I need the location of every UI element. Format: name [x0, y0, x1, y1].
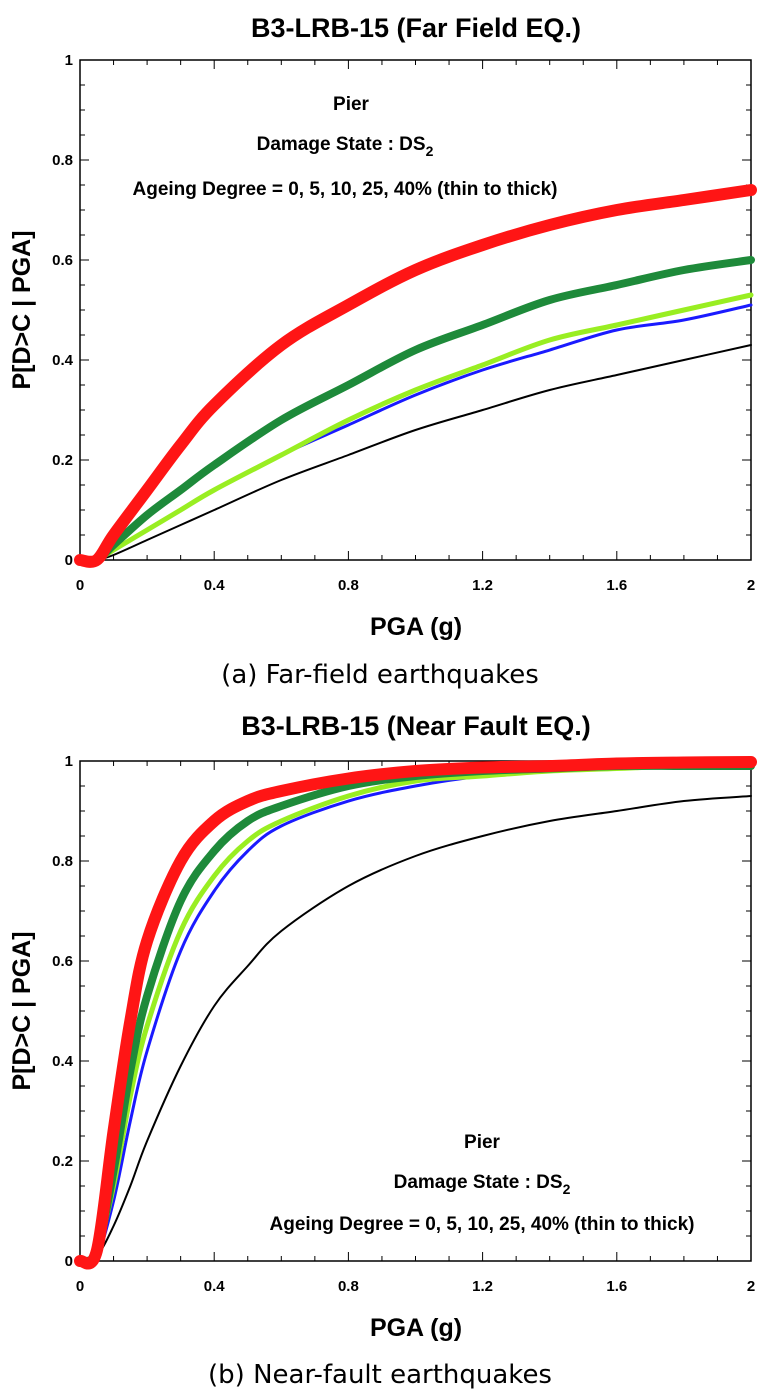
annotation-component-near-fault: Pier — [464, 1132, 501, 1153]
series-line-4 — [74, 756, 757, 1270]
y-axis-label-far-field: P[D>C | PGA] — [8, 230, 36, 389]
annotation-damage-state-sub-far-field: 2 — [426, 143, 434, 159]
y-tick-label: 0.2 — [52, 452, 73, 469]
x-tick-label: 1.6 — [606, 1278, 627, 1295]
x-tick-label: 0.8 — [338, 1278, 359, 1295]
x-tick-label: 0 — [76, 577, 84, 594]
y-tick-label: 1 — [65, 753, 73, 770]
y-axis-label-near-fault: P[D>C | PGA] — [8, 931, 36, 1090]
panel-near-fault: B3-LRB-15 (Near Fault EQ.) 0 0.4 0.8 1.2 1.6… — [8, 711, 757, 1390]
y-tick-label: 0.4 — [52, 1053, 74, 1070]
x-axis-label-far-field: PGA (g) — [370, 613, 462, 641]
series-group-far-field — [74, 184, 757, 568]
y-tick-label: 1 — [65, 52, 73, 69]
y-tick-label: 0.6 — [52, 953, 73, 970]
x-tick-label: 0.4 — [204, 1278, 226, 1295]
annotation-damage-state-sub-near-fault: 2 — [563, 1181, 571, 1197]
annotation-ageing-near-fault: Ageing Degree = 0, 5, 10, 25, 40% (thin … — [270, 1214, 695, 1235]
annotation-damage-state-text-far-field: Damage State : DS — [257, 134, 426, 155]
panel-far-field: B3-LRB-15 (Far Field EQ.) 0 0.4 0.8 1.2 1.6 2… — [8, 13, 757, 690]
y-tick-label: 0 — [65, 1253, 73, 1270]
annotation-damage-state-text-near-fault: Damage State : DS — [394, 1172, 563, 1193]
caption-far-field: (a) Far-field earthquakes — [221, 660, 539, 690]
series-line-3 — [76, 256, 755, 566]
series-line-0 — [79, 344, 752, 562]
x-tick-label: 1.2 — [472, 577, 493, 594]
series-line-2 — [77, 292, 754, 564]
chart-title-near-fault: B3-LRB-15 (Near Fault EQ.) — [241, 711, 591, 741]
annotation-damage-state-far-field: Damage State : DS2 — [257, 134, 434, 159]
x-tick-label: 0 — [76, 1278, 84, 1295]
y-tick-label: 0.8 — [52, 853, 73, 870]
series-group-near-fault — [74, 756, 757, 1270]
y-tick-label: 0.4 — [52, 352, 74, 369]
x-tick-label: 2 — [747, 1278, 755, 1295]
x-tick-label: 0.4 — [204, 577, 226, 594]
tick-labels-near-fault: 0 0.4 0.8 1.2 1.6 2 0 0.2 0.4 0.6 0.8 1 — [52, 753, 755, 1295]
x-tick-label: 2 — [747, 577, 755, 594]
x-tick-label: 1.6 — [606, 577, 627, 594]
x-tick-label: 1.2 — [472, 1278, 493, 1295]
y-tick-label: 0.8 — [52, 152, 73, 169]
tick-labels-far-field: 0 0.4 0.8 1.2 1.6 2 0 0.2 0.4 0.6 0.8 1 — [52, 52, 755, 594]
caption-near-fault: (b) Near-fault earthquakes — [208, 1360, 552, 1390]
x-axis-label-near-fault: PGA (g) — [370, 1314, 462, 1342]
y-tick-label: 0 — [65, 552, 73, 569]
series-line-1 — [78, 303, 753, 563]
series-line-4 — [74, 184, 757, 568]
annotation-damage-state-near-fault: Damage State : DS2 — [394, 1172, 571, 1197]
x-tick-label: 0.8 — [338, 577, 359, 594]
annotation-ageing-far-field: Ageing Degree = 0, 5, 10, 25, 40% (thin … — [133, 179, 558, 200]
y-tick-label: 0.6 — [52, 252, 73, 269]
series-line-0 — [79, 795, 752, 1262]
chart-title-far-field: B3-LRB-15 (Far Field EQ.) — [251, 13, 581, 43]
annotation-component-far-field: Pier — [333, 94, 370, 115]
y-tick-label: 0.2 — [52, 1153, 73, 1170]
